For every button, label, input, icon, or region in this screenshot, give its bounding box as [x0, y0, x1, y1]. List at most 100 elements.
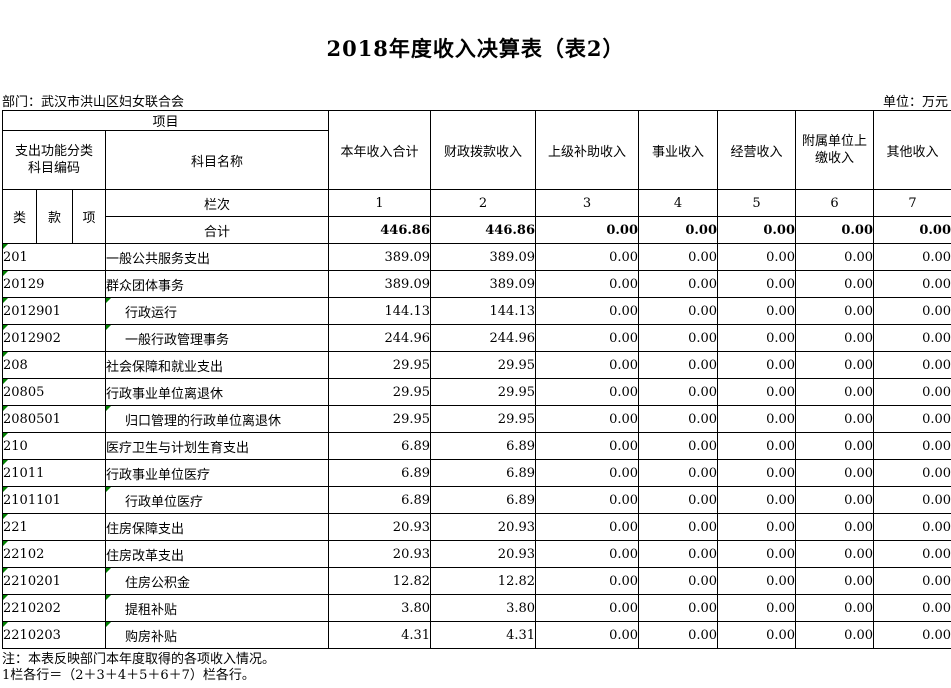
value-cell: 0.00	[717, 567, 797, 595]
value-cell: 0.00	[638, 243, 719, 271]
value-cell: 0.00	[795, 567, 875, 595]
number-stored-as-text-indicator-icon	[106, 298, 111, 303]
table-row: 20805 行政事业单位离退休 29.95 29.95 0.00 0.00 0.00 0.00…	[2, 378, 951, 406]
table-row: 20129 群众团体事务 389.09 389.09 0.00 0.00 0.00 0.00 0…	[2, 270, 951, 298]
value-cell: 144.13	[328, 297, 432, 325]
number-stored-as-text-indicator-icon	[3, 352, 8, 357]
code-cell: 221	[2, 513, 106, 541]
number-stored-as-text-indicator-icon	[106, 568, 111, 573]
department-label: 部门：武汉市洪山区妇女联合会	[2, 95, 185, 110]
code-cell: 201	[2, 243, 106, 271]
table-row: 21011 行政事业单位医疗 6.89 6.89 0.00 0.00 0.00 0.00 0.0…	[2, 459, 951, 487]
meta-row: 部门：武汉市洪山区妇女联合会 单位：万元	[0, 93, 951, 110]
code-cell: 2101101	[2, 486, 106, 514]
value-cell: 0.00	[535, 432, 640, 460]
value-cell: 244.96	[430, 324, 537, 352]
value-cell: 0.00	[873, 432, 951, 460]
value-cell: 0.00	[873, 486, 951, 514]
value-cell: 0.00	[535, 405, 640, 433]
value-cell: 0.00	[717, 540, 797, 568]
value-cell: 0.00	[873, 621, 951, 649]
value-cell: 0.00	[535, 594, 640, 622]
value-cell: 3.80	[328, 594, 432, 622]
value-cell: 6.89	[430, 432, 537, 460]
value-cell: 29.95	[328, 405, 432, 433]
header-col-other-income: 其他收入	[873, 110, 951, 190]
value-cell: 0.00	[873, 378, 951, 406]
value-cell: 29.95	[328, 351, 432, 379]
value-cell: 389.09	[328, 243, 432, 271]
value-cell: 12.82	[430, 567, 537, 595]
total-row: 合计 446.86 446.86 0.00 0.00 0.00 0.00 0.0…	[3, 216, 951, 244]
subject-name-cell: 行政运行	[104, 297, 330, 325]
subject-name-cell: 购房补贴	[104, 621, 330, 649]
value-cell: 0.00	[795, 594, 875, 622]
total-value: 0.00	[873, 216, 951, 244]
value-cell: 389.09	[328, 270, 432, 298]
value-cell: 0.00	[873, 405, 951, 433]
value-cell: 0.00	[535, 459, 640, 487]
value-cell: 0.00	[638, 432, 719, 460]
number-stored-as-text-indicator-icon	[3, 541, 8, 546]
header-subject-name: 科目名称	[104, 130, 330, 190]
value-cell: 0.00	[717, 594, 797, 622]
value-cell: 29.95	[430, 351, 537, 379]
column-number-3: 3	[535, 189, 640, 217]
header-col-annual-income-total: 本年收入合计	[328, 110, 432, 190]
code-cell: 21011	[2, 459, 106, 487]
value-cell: 20.93	[430, 513, 537, 541]
value-cell: 0.00	[638, 270, 719, 298]
code-cell: 210	[2, 432, 106, 460]
value-cell: 0.00	[535, 621, 640, 649]
value-cell: 389.09	[430, 243, 537, 271]
header-col-business-income: 经营收入	[717, 110, 797, 190]
value-cell: 20.93	[328, 540, 432, 568]
number-stored-as-text-indicator-icon	[106, 406, 111, 411]
value-cell: 29.95	[430, 378, 537, 406]
number-stored-as-text-indicator-icon	[3, 244, 8, 249]
subject-name-cell: 一般公共服务支出	[104, 243, 330, 271]
table-body: 201 一般公共服务支出 389.09 389.09 0.00 0.00 0.00 0.00 0…	[2, 243, 951, 649]
value-cell: 0.00	[638, 297, 719, 325]
header-row-column-index: 类 款 项 栏次 1 2 3 4 5 6 7	[2, 189, 951, 244]
number-stored-as-text-indicator-icon	[106, 622, 111, 627]
value-cell: 6.89	[328, 486, 432, 514]
column-number-6: 6	[795, 189, 875, 217]
column-number-5: 5	[717, 189, 797, 217]
value-cell: 0.00	[535, 297, 640, 325]
value-cell: 4.31	[328, 621, 432, 649]
header-code-group-line1: 支出功能分类	[14, 144, 93, 159]
value-cell: 3.80	[430, 594, 537, 622]
value-cell: 0.00	[638, 405, 719, 433]
header-code-group-line2: 科目编码	[27, 161, 80, 176]
table-row: 201 一般公共服务支出 389.09 389.09 0.00 0.00 0.00 0.00 0…	[2, 243, 951, 271]
code-cell: 20805	[2, 378, 106, 406]
value-cell: 29.95	[430, 405, 537, 433]
subject-name-cell: 归口管理的行政单位离退休	[104, 405, 330, 433]
table-row: 2210201 住房公积金 12.82 12.82 0.00 0.00 0.00 0.00 0.…	[2, 567, 951, 595]
revenue-table: 项目 本年收入合计 财政拨款收入 上级补助收入 事业收入 经营收入 附属单位上缴…	[1, 110, 951, 649]
number-stored-as-text-indicator-icon	[106, 595, 111, 600]
number-stored-as-text-indicator-icon	[3, 325, 8, 330]
value-cell: 6.89	[328, 432, 432, 460]
unit-label: 单位：万元	[882, 95, 948, 110]
value-cell: 0.00	[795, 270, 875, 298]
number-stored-as-text-indicator-icon	[3, 487, 8, 492]
number-stored-as-text-indicator-icon	[3, 433, 8, 438]
table-row: 2012902 一般行政管理事务 244.96 244.96 0.00 0.00 0.00 0…	[2, 324, 951, 352]
value-cell: 0.00	[795, 459, 875, 487]
value-cell: 0.00	[717, 324, 797, 352]
value-cell: 0.00	[638, 324, 719, 352]
value-cell: 0.00	[795, 621, 875, 649]
number-stored-as-text-indicator-icon	[106, 487, 111, 492]
value-cell: 0.00	[535, 378, 640, 406]
number-stored-as-text-indicator-icon	[106, 325, 111, 330]
number-stored-as-text-indicator-icon	[3, 406, 8, 411]
total-value: 0.00	[795, 216, 875, 244]
column-index-label: 栏次	[104, 189, 330, 217]
code-cell: 208	[2, 351, 106, 379]
value-cell: 0.00	[638, 459, 719, 487]
header-col-operational-income: 事业收入	[638, 110, 719, 190]
note-line-1: 注：本表反映部门本年度取得的各项收入情况。	[2, 652, 276, 667]
header-row-code-group: 支出功能分类 科目编码 科目名称	[2, 130, 951, 190]
